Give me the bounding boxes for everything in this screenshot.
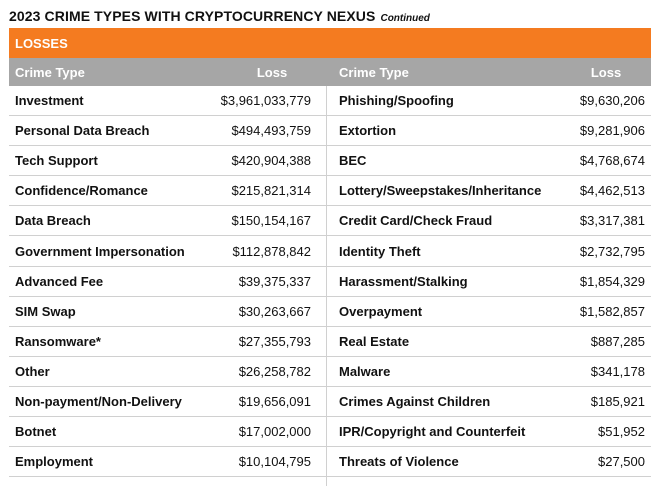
left-loss: $215,821,314 [231,183,311,199]
table-header: Crime Type Loss Crime Type Loss [9,58,651,86]
right-loss: $27,500 [598,454,645,470]
right-loss: $3,317,381 [579,213,645,229]
right-crime-type: Real Estate [339,333,410,349]
right-loss: $9,630,206 [579,93,645,109]
table-row: Advanced Fee $39,375,337 Harassment/Stalki… [9,267,651,297]
left-crime-type: Government Impersonation [15,243,185,259]
left-crime-type: Non-payment/Non-Delivery [15,393,182,409]
left-crime-type: Confidence/Romance [15,183,148,199]
left-loss: $494,493,759 [231,123,311,139]
right-crime-type: Extortion [339,123,397,139]
table-row: Non-payment/Non-Delivery $19,656,091 Crime… [9,387,651,418]
left-loss: $3,961,033,779 [220,93,311,109]
right-crime-type: Phishing/Spoofing [339,93,454,109]
table-row: Data Breach $150,154,167 Credit Card/Check… [9,206,651,237]
left-crime-type: Data Breach [15,213,91,229]
right-crime-type: IPR/Copyright and Counterfeit [339,424,526,440]
column-divider [326,86,327,486]
left-loss: $10,104,795 [238,454,311,470]
right-loss: $1,582,857 [579,303,645,319]
left-crime-type: Personal Data Breach [15,123,150,139]
title-text: 2023 CRIME TYPES WITH CRYPTOCURRENCY NEX… [9,8,376,24]
left-crime-type: Advanced Fee [15,273,104,289]
title-continued: Continued [380,13,430,24]
right-loss: $51,952 [598,424,645,440]
left-loss: $112,878,842 [232,243,311,259]
left-loss: $19,656,091 [238,393,311,409]
right-crime-type: Harassment/Stalking [339,273,468,289]
right-crime-type: Lottery/Sweepstakes/Inheritance [339,183,542,199]
table-row: Confidence/Romance $215,821,314 Lottery/Sw… [9,176,651,207]
left-loss: $39,375,337 [238,273,311,289]
right-crime-type: Credit Card/Check Fraud [339,213,493,229]
left-loss: $17,002,000 [238,424,311,440]
table-row: Investment $3,961,033,779 Phishing/Spoofin… [9,86,651,117]
header-crime-type-right: Crime Type [339,64,409,80]
table-row: Government Impersonation $112,878,842 Iden… [9,236,651,267]
left-crime-type: Ransomware* [15,333,101,349]
page-title: 2023 CRIME TYPES WITH CRYPTOCURRENCY NEX… [9,8,651,28]
left-loss: $420,904,388 [231,153,311,169]
left-crime-type: Investment [15,93,84,109]
left-crime-type: Other [15,363,50,379]
left-loss: $26,258,782 [238,363,311,379]
right-crime-type: Malware [339,363,391,379]
right-loss: $341,178 [590,363,645,379]
right-loss: $4,768,674 [579,153,645,169]
right-crime-type: Crimes Against Children [339,393,491,409]
header-crime-type-left: Crime Type [15,64,85,80]
left-crime-type: Employment [15,454,94,470]
left-loss: $27,355,793 [238,333,311,349]
right-crime-type: BEC [339,153,367,169]
left-loss: $150,154,167 [231,213,311,229]
left-crime-type: Botnet [15,424,57,440]
table-row: Employment $10,104,795 Threats of Violence… [9,447,651,478]
table-row: Botnet $17,002,000 IPR/Copyright and Count… [9,417,651,448]
table-row: Personal Data Breach $494,493,759 Extortio… [9,116,651,147]
section-band-losses: LOSSES [9,28,651,58]
right-loss: $9,281,906 [579,123,645,139]
right-loss: $1,854,329 [579,273,645,289]
right-loss: $887,285 [590,333,645,349]
table-row: Tech Support $420,904,388 BEC $4,768,674 [9,146,651,177]
right-crime-type: Overpayment [339,303,423,319]
table-row: Other $26,258,782 Malware $341,178 [9,357,651,387]
left-crime-type: SIM Swap [15,303,76,319]
table-row: Ransomware* $27,355,793 Real Estate $887,28… [9,327,651,357]
left-crime-type: Tech Support [15,153,98,169]
left-loss: $30,263,667 [238,303,311,319]
right-loss: $185,921 [590,393,645,409]
right-crime-type: Identity Theft [339,243,421,259]
right-loss: $4,462,513 [579,183,645,199]
table-body: Investment $3,961,033,779 Phishing/Spoofin… [9,86,651,478]
right-crime-type: Threats of Violence [339,454,459,470]
header-loss-right: Loss [590,64,622,80]
header-loss-left: Loss [256,64,288,80]
table-row: SIM Swap $30,263,667 Overpayment $1,582,857 [9,297,651,327]
right-loss: $2,732,795 [579,243,645,259]
